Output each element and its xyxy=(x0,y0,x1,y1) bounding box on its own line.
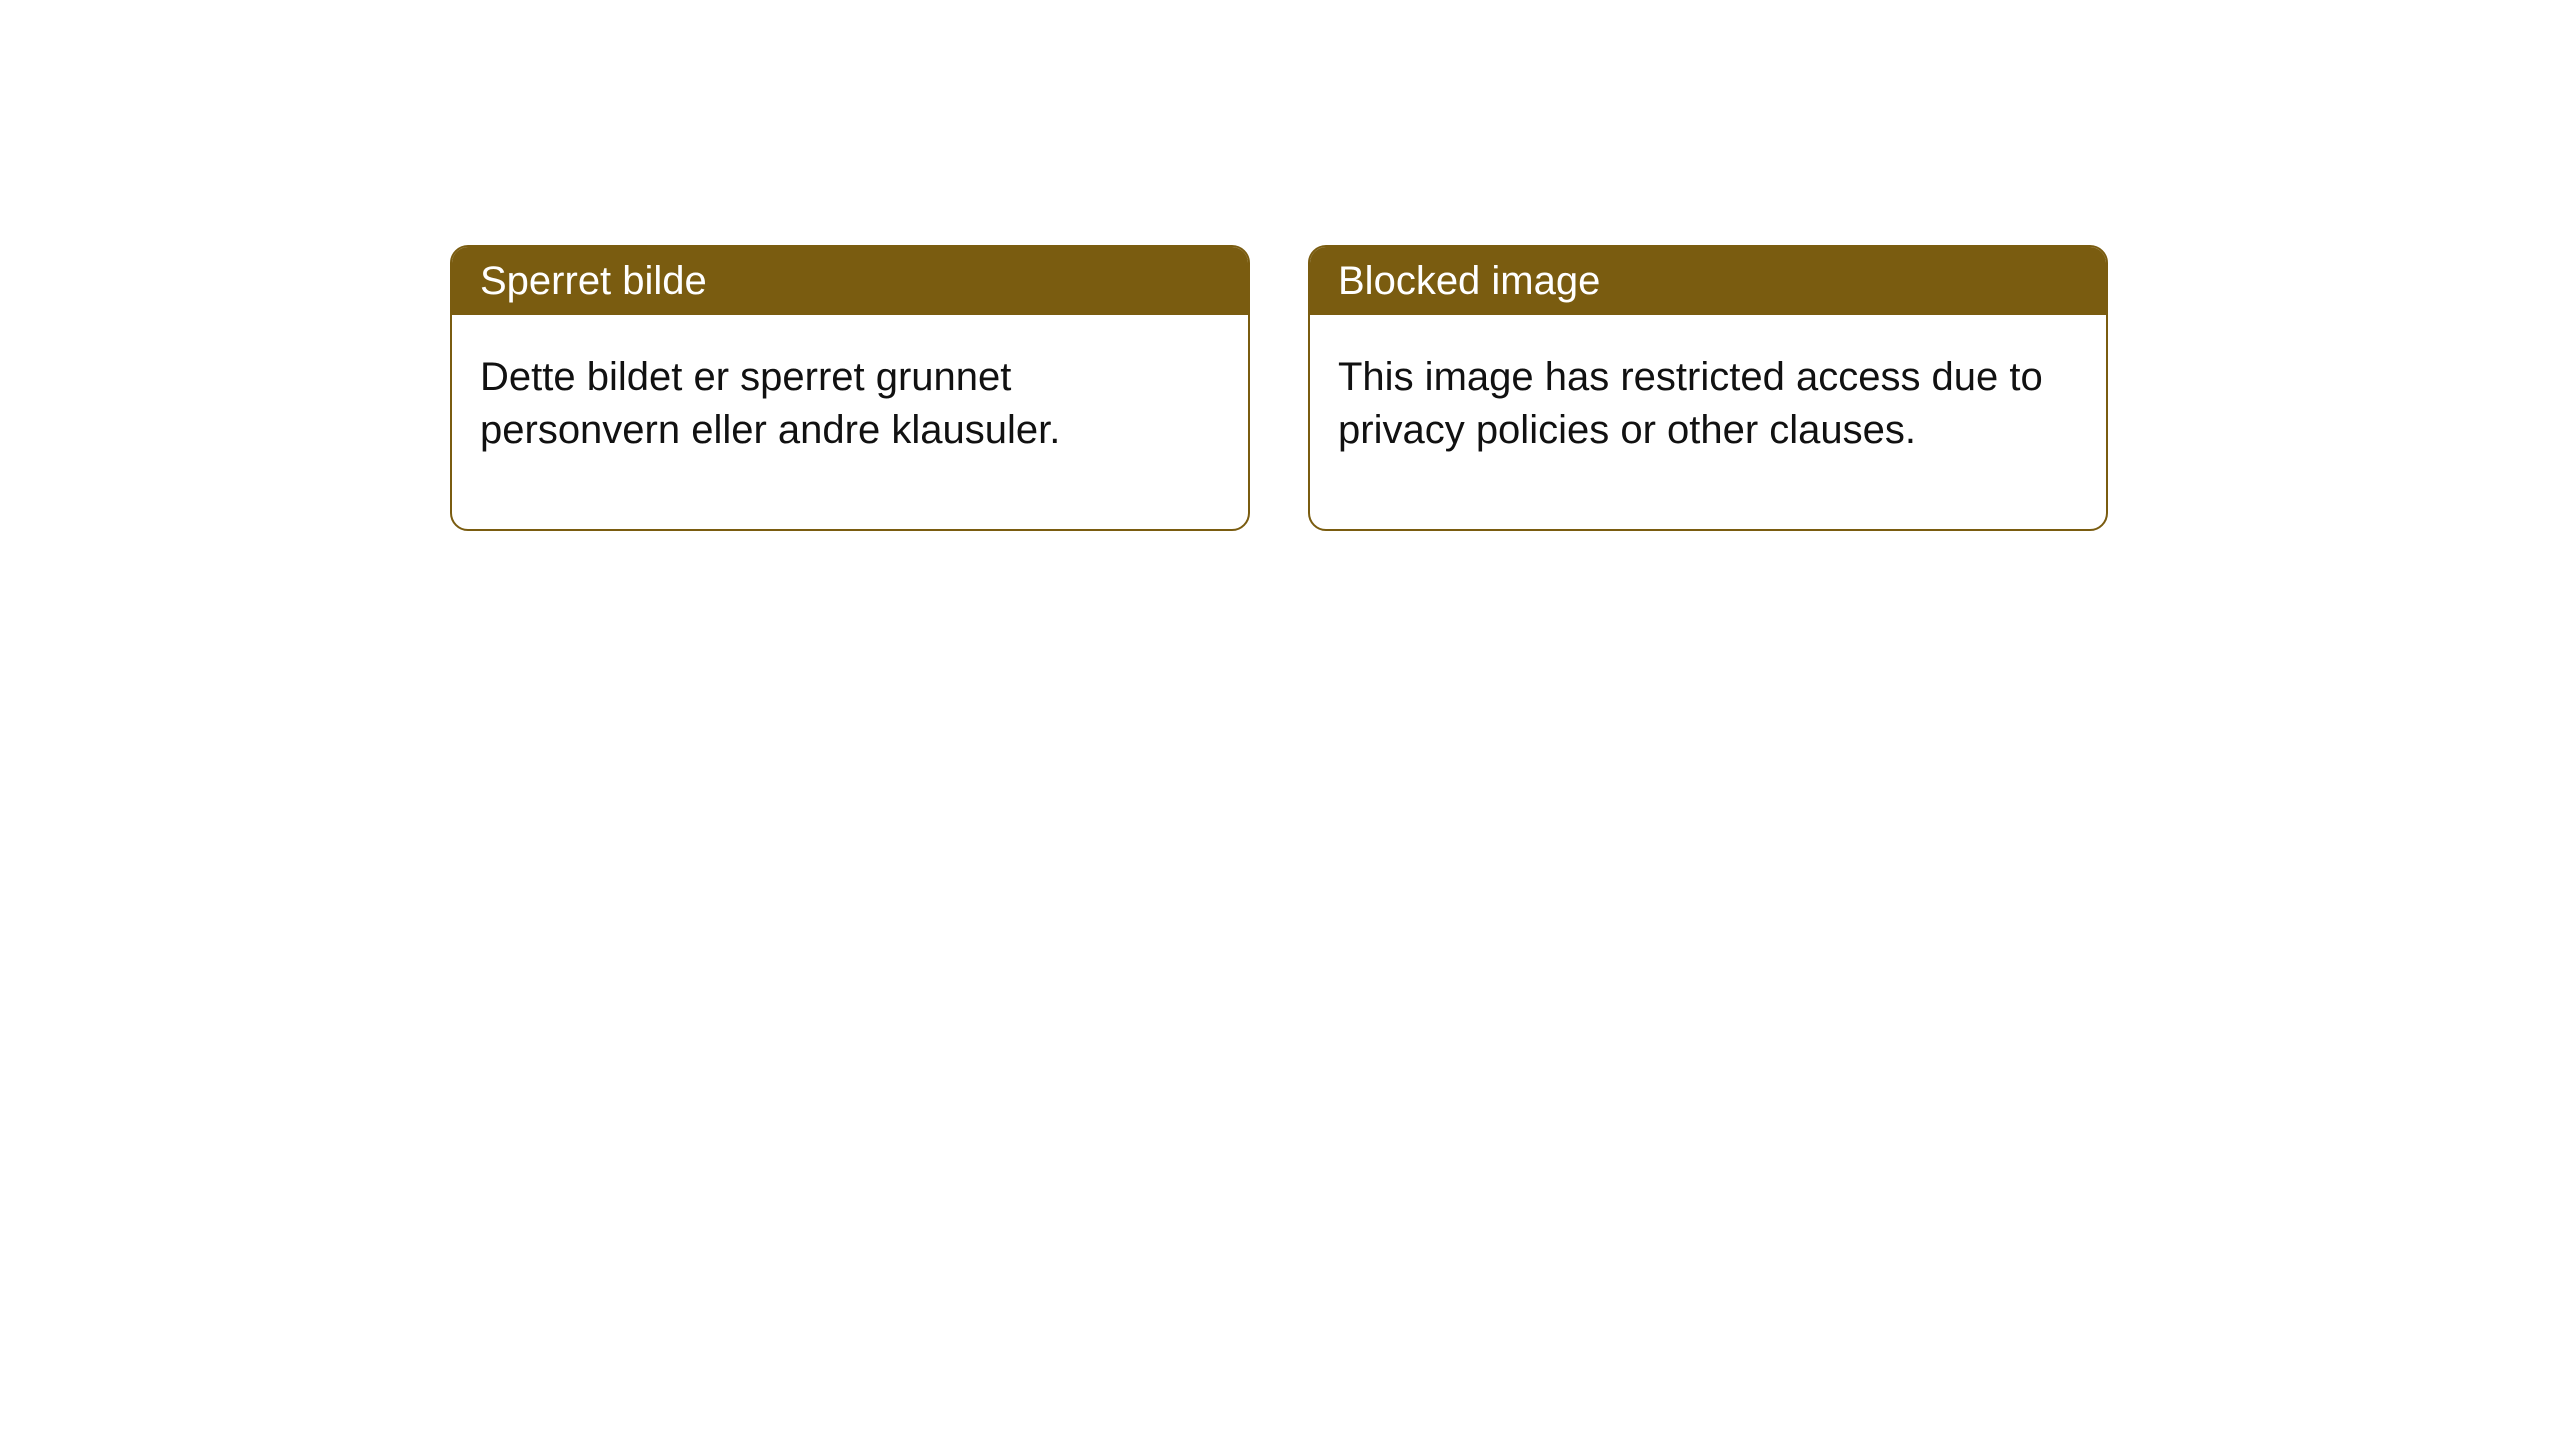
notice-container: Sperret bilde Dette bildet er sperret gr… xyxy=(0,0,2560,531)
notice-card-body: Dette bildet er sperret grunnet personve… xyxy=(452,315,1248,529)
notice-card-body: This image has restricted access due to … xyxy=(1310,315,2106,529)
notice-card-title: Blocked image xyxy=(1310,247,2106,315)
notice-card-title: Sperret bilde xyxy=(452,247,1248,315)
notice-card-english: Blocked image This image has restricted … xyxy=(1308,245,2108,531)
notice-card-norwegian: Sperret bilde Dette bildet er sperret gr… xyxy=(450,245,1250,531)
